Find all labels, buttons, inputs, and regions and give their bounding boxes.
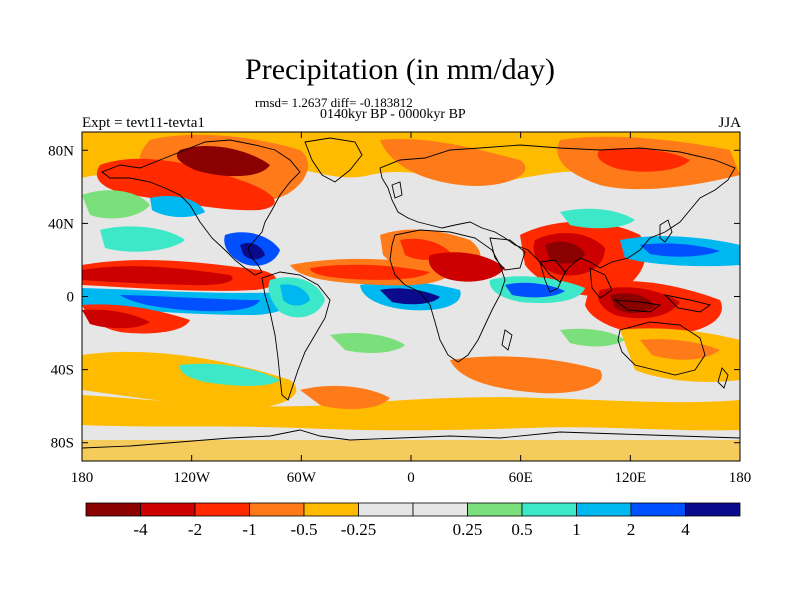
- colorbar-label: -0.5: [291, 520, 318, 539]
- lat-tick-label: 80S: [51, 436, 74, 452]
- coastline-overlay: [82, 137, 740, 449]
- colorbar-swatch: [521, 502, 577, 517]
- subtitle-period: 0140kyr BP - 0000kyr BP: [320, 107, 466, 122]
- colorbar-swatch: [685, 502, 741, 517]
- colorbar-swatch: [576, 502, 632, 517]
- lon-tick-label: 180: [71, 470, 94, 486]
- colorbar-label: 0.5: [511, 520, 532, 539]
- colorbar-label: 4: [681, 520, 690, 539]
- lat-tick-label: 40S: [51, 363, 74, 379]
- colorbar-swatch: [630, 502, 686, 517]
- lon-tick-label: 120W: [173, 470, 211, 486]
- colorbar-swatch: [412, 502, 468, 517]
- colorbar-swatch: [303, 502, 359, 517]
- season-label: JJA: [718, 115, 741, 131]
- lon-tick-label: 0: [407, 470, 415, 486]
- colorbar-swatch: [140, 502, 196, 517]
- colorbar-swatch: [467, 502, 523, 517]
- precipitation-field: [82, 132, 740, 461]
- colorbar-swatch: [358, 502, 414, 517]
- lon-tick-label: 120E: [614, 470, 646, 486]
- lon-tick-label: 180: [729, 470, 752, 486]
- map-title: Precipitation (in mm/day): [245, 53, 555, 86]
- colorbar-label: 2: [627, 520, 636, 539]
- colorbar-label: 0.25: [453, 520, 483, 539]
- latitude-axis: 80N 40N 0 40S 80S: [48, 143, 740, 452]
- colorbar-label: 1: [572, 520, 581, 539]
- lat-tick-label: 80N: [48, 143, 74, 159]
- subtitle-stats: rmsd= 1.2637 diff= -0.183812: [255, 95, 413, 110]
- colorbar-label: -1: [242, 520, 256, 539]
- lat-tick-label: 40N: [48, 216, 74, 232]
- lat-tick-label: 0: [67, 290, 75, 306]
- colorbar-swatch: [194, 502, 250, 517]
- experiment-label: Expt = tevt11-tevta1: [82, 115, 205, 131]
- colorbar-swatch: [249, 502, 305, 517]
- colorbar-label: -0.25: [341, 520, 376, 539]
- longitude-axis: 180 120W 60W 0 60E 120E 180: [71, 132, 752, 486]
- colorbar-swatch: [85, 502, 141, 517]
- colorbar-label: -4: [133, 520, 148, 539]
- colorbar-label: -2: [188, 520, 202, 539]
- lon-tick-label: 60W: [287, 470, 317, 486]
- colorbar: -4 -2 -1 -0.5 -0.25 0.25 0.5 1 2 4: [85, 502, 741, 539]
- lon-tick-label: 60E: [509, 470, 533, 486]
